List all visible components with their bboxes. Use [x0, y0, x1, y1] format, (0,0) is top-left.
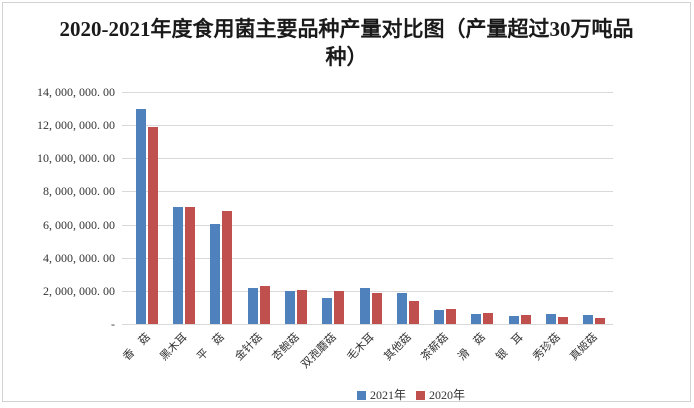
- bar: [446, 309, 457, 324]
- x-axis-label: 平 菇: [195, 331, 228, 364]
- x-axis-label: 茶薪菇: [419, 331, 451, 364]
- y-tick-label: 8, 000, 000. 00: [43, 184, 115, 198]
- legend-item: 2021年: [357, 389, 406, 401]
- x-axis-label: 香 菇: [120, 331, 153, 364]
- x-axis-label: 滑 菇: [456, 331, 489, 364]
- bar: [558, 316, 568, 324]
- x-axis-label: 杏鲍菇: [269, 331, 302, 364]
- gridline: [122, 324, 613, 325]
- bar: [147, 126, 158, 324]
- bar: [371, 293, 382, 324]
- gridline: [122, 191, 613, 192]
- bar: [546, 314, 556, 324]
- x-axis-label: 银 耳: [493, 331, 526, 364]
- bar: [210, 223, 221, 324]
- y-tick-label: 14, 000, 000. 00: [37, 85, 115, 99]
- bar: [508, 315, 519, 324]
- x-axis-label: 真姬菇: [568, 331, 601, 364]
- bar: [595, 317, 606, 324]
- bar: [173, 207, 183, 324]
- bar: [483, 313, 494, 324]
- y-tick-label: 4, 000, 000. 00: [43, 251, 115, 265]
- chart-title: 2020-2021年度食用菌主要品种产量对比图（产量超过30万吨品种）: [59, 17, 634, 70]
- bar: [396, 293, 407, 324]
- bar: [259, 285, 270, 324]
- x-axis-label: 双孢蘑菇: [299, 331, 339, 371]
- bar: [520, 315, 531, 324]
- bar: [359, 287, 370, 324]
- bar: [408, 300, 419, 324]
- bar: [434, 309, 445, 324]
- gridline: [122, 258, 613, 259]
- legend-swatch-icon: [416, 390, 426, 400]
- bar: [322, 297, 333, 324]
- legend-label: 2021年: [370, 388, 407, 402]
- x-axis-label: 毛木耳: [344, 331, 377, 364]
- y-tick-label: 6, 000, 000. 00: [43, 218, 115, 232]
- y-tick-label: 10, 000, 000. 00: [37, 151, 115, 165]
- x-axis-label: 其他菇: [381, 331, 414, 364]
- y-tick-label: 12, 000, 000. 00: [37, 118, 115, 132]
- x-axis-label: 黑木耳: [157, 331, 190, 364]
- gridline: [122, 125, 613, 126]
- legend-label: 2020年: [429, 388, 466, 402]
- bar: [185, 207, 195, 324]
- legend: 2021年 2020年: [357, 389, 465, 401]
- y-tick-label: 2, 000, 000. 00: [43, 284, 115, 298]
- gridline: [122, 158, 613, 159]
- chart-canvas: 2020-2021年度食用菌主要品种产量对比图（产量超过30万吨品种） 2021…: [2, 2, 691, 402]
- x-axis-label: 金针菇: [232, 331, 265, 364]
- bar: [583, 315, 594, 324]
- x-axis-label: 秀珍菇: [530, 331, 563, 364]
- bar: [247, 288, 258, 324]
- legend-swatch-icon: [357, 390, 366, 400]
- bar: [296, 290, 307, 324]
- legend-item: 2020年: [416, 389, 465, 401]
- gridline: [122, 92, 613, 93]
- gridline: [122, 225, 613, 226]
- bar: [135, 108, 146, 324]
- y-tick-label: -: [111, 317, 115, 331]
- bar: [471, 314, 482, 324]
- bar: [284, 290, 295, 324]
- bar: [334, 290, 345, 324]
- bar: [222, 211, 233, 324]
